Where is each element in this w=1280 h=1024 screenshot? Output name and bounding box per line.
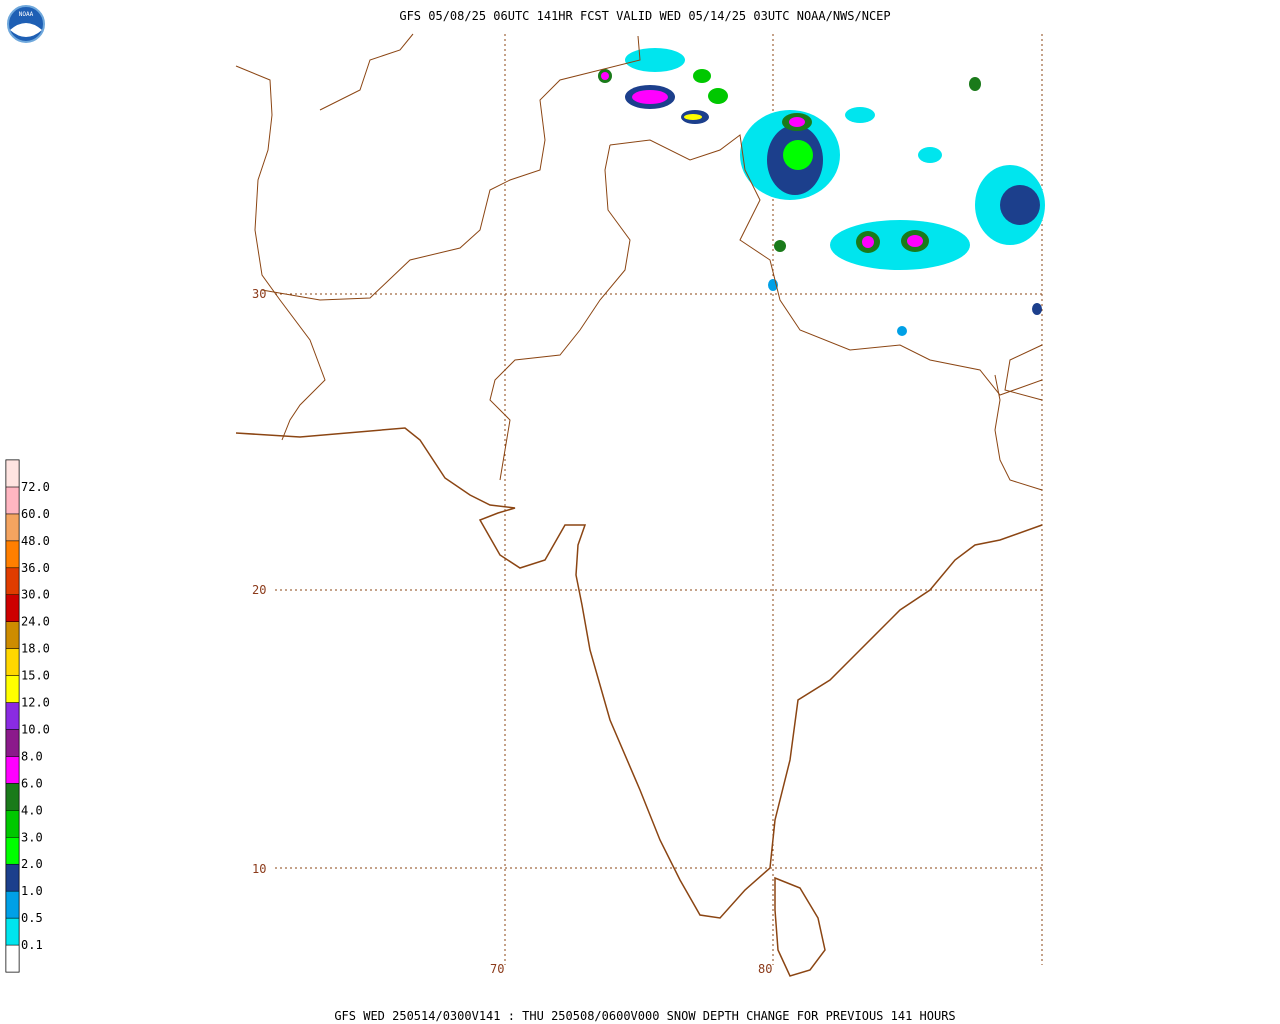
legend-swatch (5, 810, 20, 838)
legend-swatch (5, 594, 20, 622)
legend-label: 0.5 (21, 911, 43, 925)
legend-swatch (5, 459, 20, 488)
legend-label: 4.0 (21, 803, 43, 817)
legend-swatch (5, 513, 20, 542)
legend-swatch (5, 783, 20, 811)
legend-swatch (5, 756, 20, 784)
legend-swatch (5, 729, 20, 757)
legend-label: 0.1 (21, 938, 43, 952)
legend-swatch (5, 648, 20, 676)
grid (275, 34, 1043, 965)
legend-swatch (5, 702, 20, 730)
legend-label: 3.0 (21, 830, 43, 844)
logo-text: NOAA (19, 11, 34, 18)
snow-areas (598, 48, 1045, 336)
lon-label: 70 (490, 962, 504, 976)
legend-label: 1.0 (21, 884, 43, 898)
legend-label: 18.0 (21, 642, 50, 656)
lat-label: 30 (252, 287, 266, 301)
borders (235, 33, 1043, 491)
legend-label: 8.0 (21, 749, 43, 763)
legend-label: 60.0 (21, 507, 50, 521)
legend-label: 24.0 (21, 615, 50, 629)
legend-label: 6.0 (21, 776, 43, 790)
legend-label: 36.0 (21, 561, 50, 575)
map-title: GFS 05/08/25 06UTC 141HR FCST VALID WED … (399, 9, 890, 23)
legend-label: 2.0 (21, 857, 43, 871)
legend-swatch (5, 863, 20, 892)
lon-label: 80 (758, 962, 772, 976)
legend-swatch (5, 890, 20, 919)
legend-label: 48.0 (21, 534, 50, 548)
coastlines (235, 427, 1043, 977)
legend-label: 72.0 (21, 480, 50, 494)
legend-swatch (5, 837, 20, 865)
legend-swatch (5, 675, 20, 703)
legend-label: 12.0 (21, 696, 50, 710)
legend-swatch (5, 917, 20, 946)
legend-swatch (5, 621, 20, 649)
legend-label: 30.0 (21, 588, 50, 602)
lat-label: 20 (252, 583, 266, 597)
legend-swatch (5, 944, 20, 973)
legend-swatch (5, 540, 20, 569)
lat-label: 10 (252, 862, 266, 876)
map-caption: GFS WED 250514/0300V141 : THU 250508/060… (334, 1009, 955, 1023)
noaa-logo: NOAA (7, 5, 45, 43)
legend-swatch (5, 567, 20, 595)
legend-label: 10.0 (21, 722, 50, 736)
legend-swatch (5, 486, 20, 515)
legend-label: 15.0 (21, 669, 50, 683)
